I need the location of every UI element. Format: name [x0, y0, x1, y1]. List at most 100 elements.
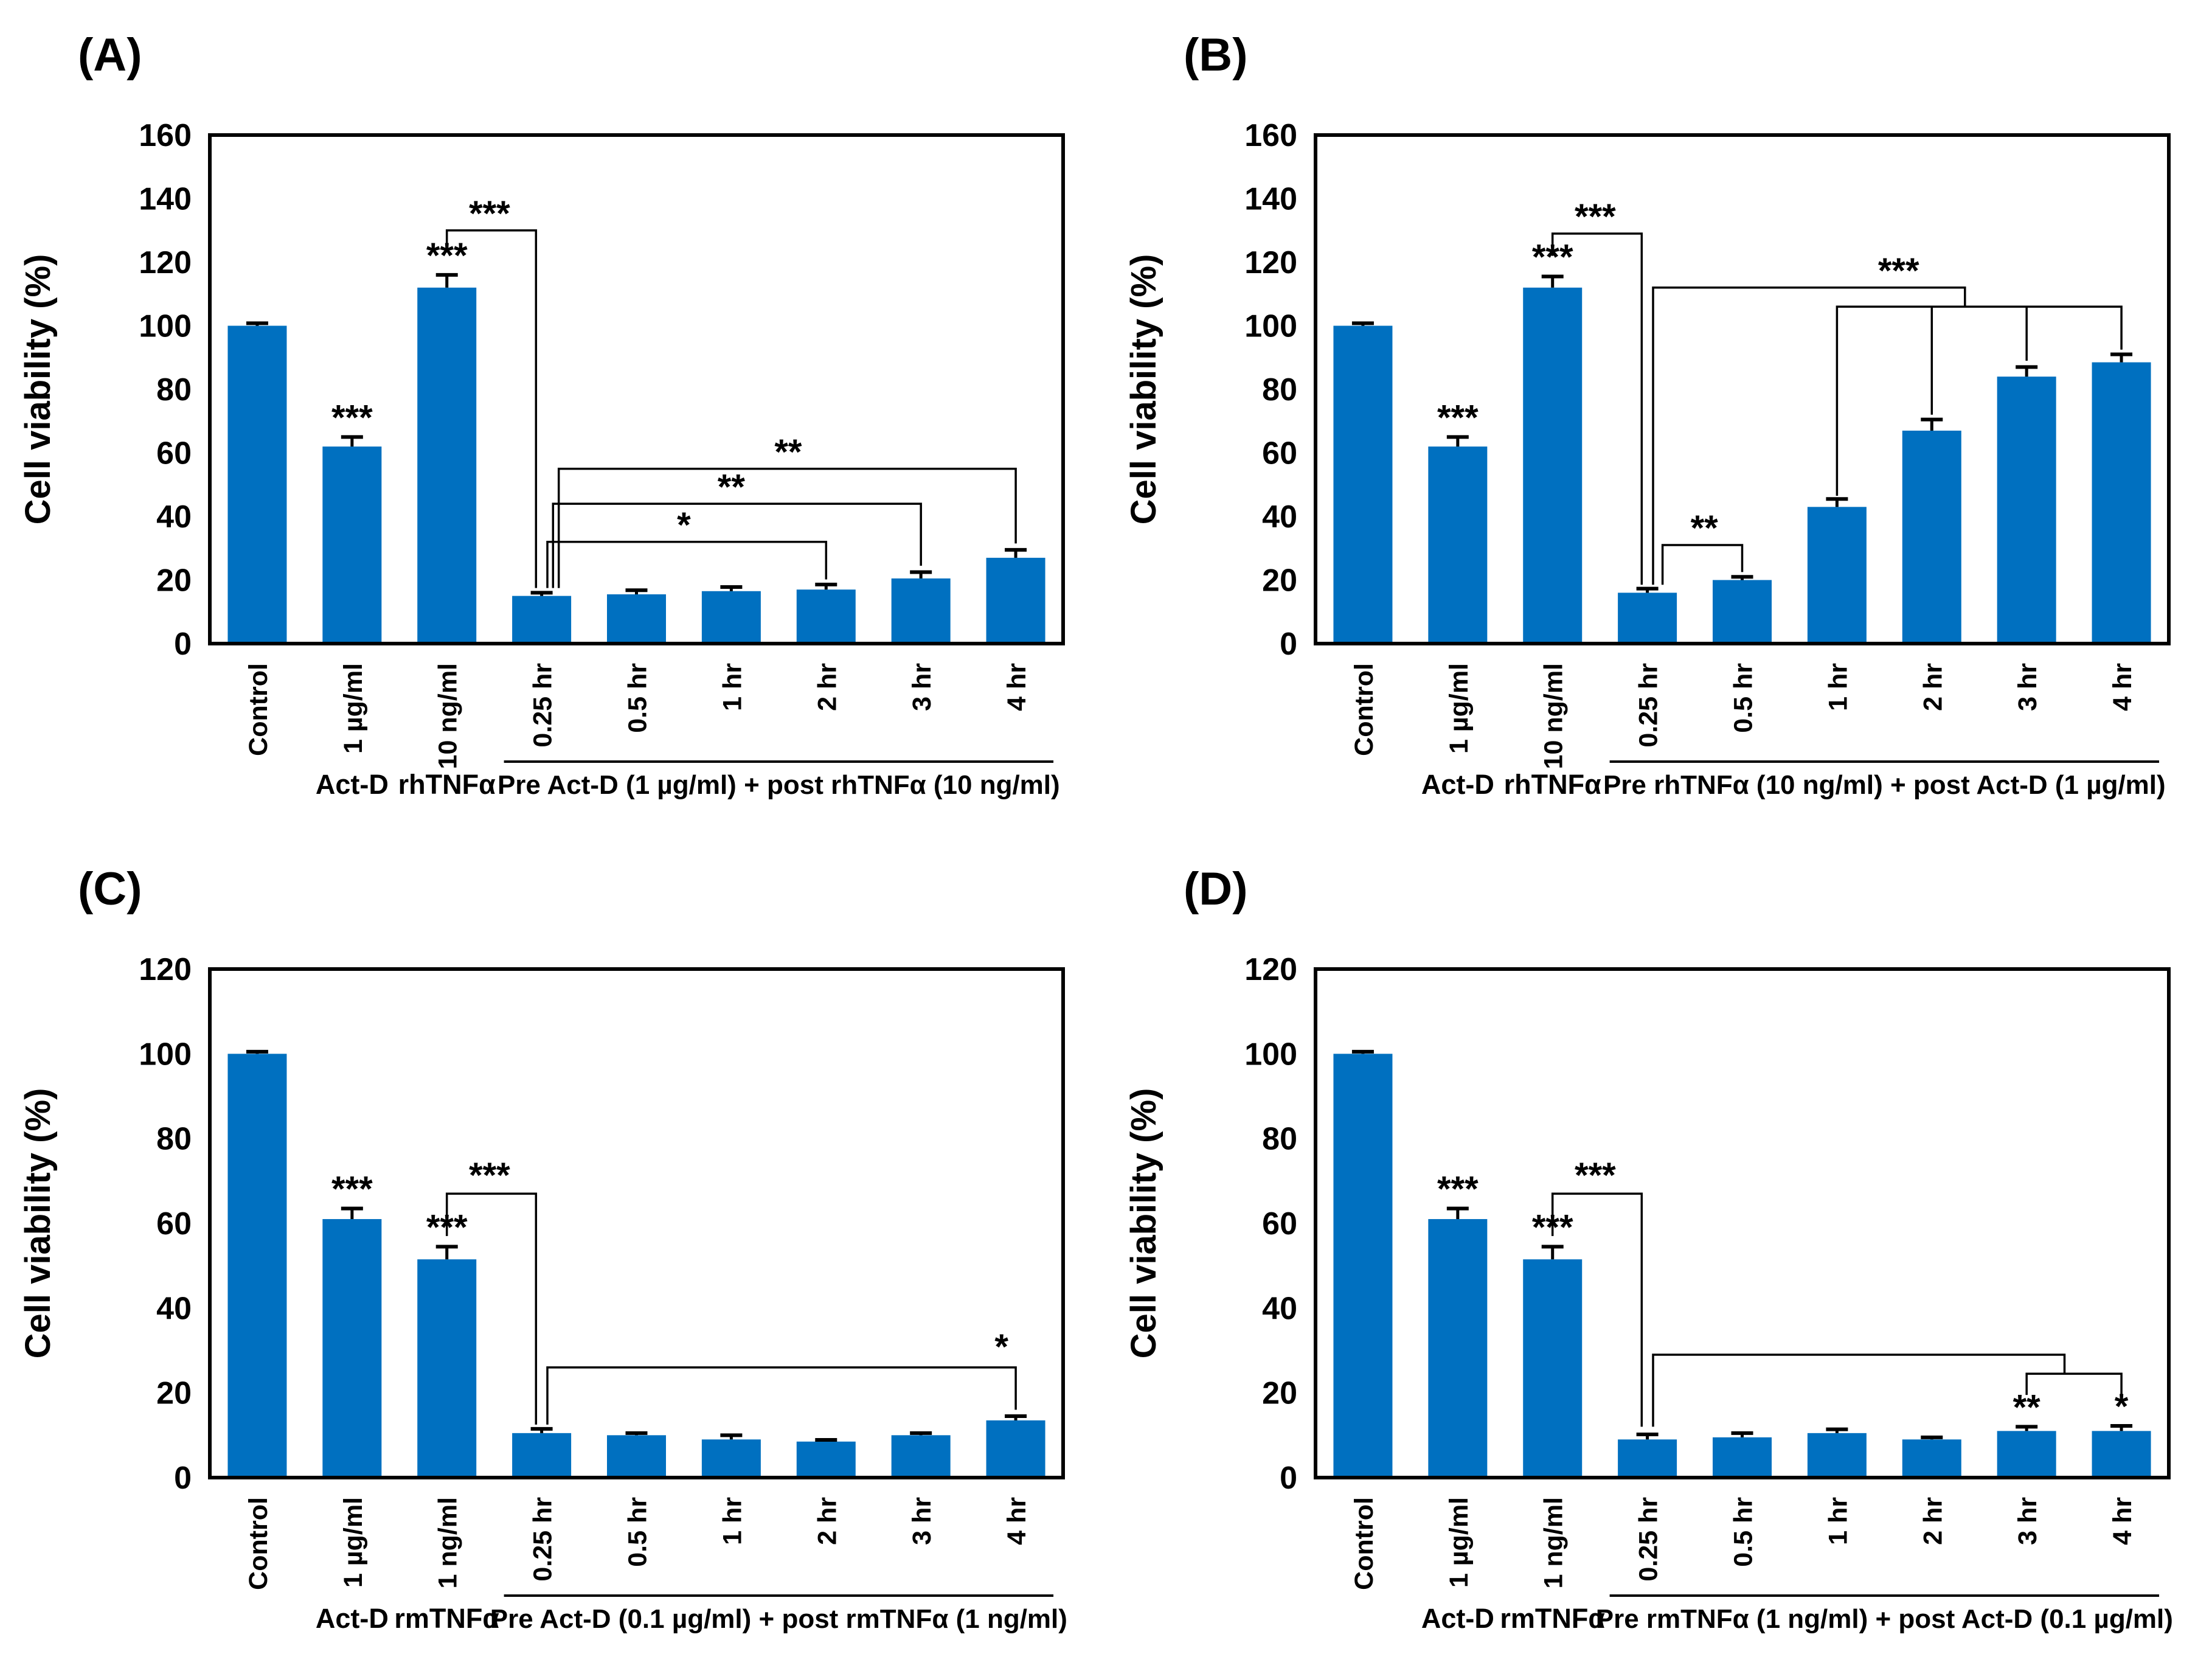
x-axis-tick-label: 1 hr: [718, 663, 747, 711]
x-axis-tick-label: 0.25 hr: [529, 1497, 558, 1582]
y-axis-tick-label: 100: [139, 309, 192, 344]
bar: [1997, 1431, 2056, 1478]
panel-letter-label: (A): [78, 29, 142, 81]
significance-bracket: [546, 541, 828, 588]
bracket-significance-stars: **: [1691, 509, 1719, 548]
x-axis-tick-label: 10 ng/ml: [434, 663, 463, 769]
x-axis-tick-label: 10 ng/ml: [1539, 663, 1569, 769]
significance-bracket: [546, 1366, 1017, 1425]
y-axis-tick-label: 0: [174, 1461, 192, 1496]
bar: [1902, 1439, 1961, 1478]
y-axis-tick-label: 120: [139, 952, 192, 987]
bar: [607, 1435, 666, 1478]
y-axis-tick-label: 20: [156, 1376, 192, 1411]
x-axis-tick-label: 0.5 hr: [1729, 1497, 1758, 1567]
x-axis-tick-label: 3 hr: [2013, 1497, 2042, 1545]
y-axis-tick-label: 120: [139, 245, 192, 280]
bracket-significance-stars: ***: [1878, 251, 1919, 291]
significance-bracket: [1836, 305, 2123, 496]
y-axis-title: Cell viability (%): [18, 1088, 58, 1359]
group-label: rmTNFα: [1500, 1603, 1605, 1634]
bar: [2092, 362, 2151, 644]
x-axis-tick-label: 3 hr: [907, 663, 937, 711]
bar: [322, 1219, 382, 1478]
bracket-significance-stars: ***: [469, 1156, 510, 1195]
bar: [1523, 287, 1583, 644]
significance-bracket: [1652, 1354, 2066, 1427]
bar: [796, 589, 856, 644]
panel-letter-label: (D): [1184, 863, 1248, 915]
significance-stars: ***: [331, 398, 373, 437]
y-axis-title: Cell viability (%): [1124, 254, 1163, 525]
y-axis-tick-label: 0: [1280, 1461, 1297, 1496]
bar: [1333, 1054, 1393, 1478]
x-axis-tick-label: 1 hr: [718, 1497, 747, 1545]
x-axis-tick-label: Control: [244, 663, 273, 756]
bracket-significance-stars: *: [677, 506, 691, 545]
bar: [607, 594, 666, 644]
x-axis-tick-label: 2 hr: [813, 663, 842, 711]
x-axis-tick-label: 4 hr: [2108, 663, 2137, 711]
x-axis-tick-label: 0.25 hr: [1634, 663, 1663, 748]
x-axis-tick-label: Control: [244, 1497, 273, 1590]
bar: [986, 557, 1045, 644]
significance-bracket: [1551, 232, 1643, 585]
y-axis-tick-label: 40: [1262, 1291, 1297, 1326]
y-axis-tick-label: 100: [1244, 309, 1297, 344]
bar: [227, 325, 287, 644]
group-label: Act-D: [1421, 769, 1494, 800]
x-axis-tick-label: 3 hr: [2013, 663, 2042, 711]
x-axis-tick-label: 4 hr: [2108, 1497, 2137, 1545]
group-label: Act-D: [1421, 1603, 1494, 1634]
x-axis-tick-label: 0.25 hr: [529, 663, 558, 748]
y-axis-tick-label: 100: [1244, 1037, 1297, 1072]
bracket-significance-stars: **: [774, 433, 802, 472]
group-label: rhTNFα: [398, 769, 496, 800]
plot-border: [208, 133, 1065, 645]
bracket-significance-stars: *: [994, 1327, 1008, 1367]
group-span-label: Pre rhTNFα (10 ng/ml) + post Act-D (1 µg…: [1603, 770, 2166, 800]
x-axis-tick-label: 4 hr: [1002, 1497, 1031, 1545]
y-axis-tick-label: 20: [1262, 563, 1297, 599]
x-axis-tick-label: 0.5 hr: [623, 663, 653, 733]
x-axis-tick-label: 0.5 hr: [623, 1497, 653, 1567]
panel-b-chart: (B) 0 20 40 60 80 100 120 140 160 Cell viability (…: [1124, 29, 2171, 800]
bar: [796, 1441, 856, 1478]
y-axis-tick-label: 100: [139, 1037, 192, 1072]
group-span-label: Pre rmTNFα (1 ng/ml) + post Act-D (0.1 µ…: [1596, 1604, 2173, 1634]
y-axis-tick-label: 80: [156, 372, 192, 408]
bar: [227, 1054, 287, 1478]
x-axis-tick-label: 1 hr: [1823, 1497, 1853, 1545]
significance-bracket: [445, 1192, 538, 1425]
y-axis-tick-label: 60: [1262, 436, 1297, 471]
y-axis-tick-label: 80: [1262, 372, 1297, 408]
x-axis-tick-label: Control: [1350, 1497, 1379, 1590]
bar: [986, 1420, 1045, 1478]
bar: [512, 596, 572, 644]
significance-bracket: [557, 467, 1017, 588]
group-label: Act-D: [316, 769, 389, 800]
panel-a-chart: (A) 0 20 40 60 80 100 120 140 160 Cell viability (…: [18, 29, 1065, 800]
bracket-significance-stars: ***: [1575, 1156, 1616, 1195]
x-axis-tick-label: 1 hr: [1823, 663, 1853, 711]
x-axis-tick-label: 2 hr: [1918, 663, 1947, 711]
group-label: rmTNFα: [394, 1603, 499, 1634]
y-axis-tick-label: 40: [1262, 499, 1297, 535]
bar: [701, 591, 761, 644]
y-axis-tick-label: 140: [139, 182, 192, 217]
x-axis-tick-label: 1 µg/ml: [1444, 1497, 1474, 1588]
x-axis-tick-label: 1 µg/ml: [1444, 663, 1474, 754]
x-axis-tick-label: 1 µg/ml: [339, 1497, 368, 1588]
significance-stars: *: [2115, 1387, 2129, 1426]
y-axis-tick-label: 140: [1244, 182, 1297, 217]
y-axis-title: Cell viability (%): [1124, 1088, 1163, 1359]
y-axis-tick-label: 60: [156, 436, 192, 471]
bar: [512, 1433, 572, 1478]
y-axis-title: Cell viability (%): [18, 254, 58, 525]
bar: [417, 287, 477, 644]
significance-stars: ***: [1437, 1170, 1479, 1209]
bar: [1333, 325, 1393, 644]
plot-border: [1314, 133, 2171, 645]
bracket-significance-stars: ***: [1575, 197, 1616, 237]
